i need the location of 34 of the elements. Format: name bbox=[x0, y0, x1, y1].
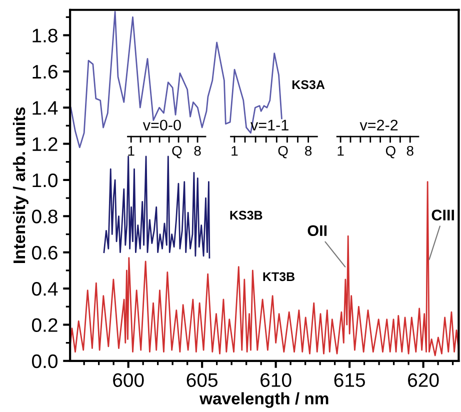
x-tick-label: 600 bbox=[113, 373, 144, 387]
y-tick-label: 1.8 bbox=[32, 28, 58, 42]
annotation: 8 bbox=[305, 146, 312, 156]
y-tick-label: 0.0 bbox=[32, 354, 58, 368]
annotation: OII bbox=[308, 225, 327, 236]
annotation: 8 bbox=[194, 146, 201, 156]
series-label: KS3B bbox=[230, 210, 262, 220]
annotation: 1 bbox=[232, 146, 238, 156]
x-tick-label: 605 bbox=[186, 373, 218, 387]
x-tick-label: 610 bbox=[260, 373, 292, 387]
series-label: KS3A bbox=[292, 80, 325, 90]
y-tick-label: 1.4 bbox=[32, 101, 58, 115]
y-tick-label: 0.8 bbox=[32, 210, 58, 224]
x-tick-label: 620 bbox=[408, 373, 439, 387]
annotation: Q bbox=[386, 146, 396, 158]
y-tick-label: 1.6 bbox=[32, 64, 58, 79]
x-tick-label: 615 bbox=[334, 373, 365, 387]
annotation: v=0-0 bbox=[142, 120, 181, 131]
series-label: KT3B bbox=[263, 272, 295, 282]
annotation: Q bbox=[172, 146, 182, 158]
annotation: Q bbox=[278, 146, 288, 158]
y-tick-label: 0.4 bbox=[32, 282, 58, 296]
y-tick-label: 1.2 bbox=[32, 137, 58, 151]
y-tick-label: 0.6 bbox=[32, 246, 58, 260]
x-axis-title: wavelength / nm bbox=[200, 392, 328, 408]
annotation: 8 bbox=[406, 146, 414, 156]
annotation: CIII bbox=[432, 210, 454, 220]
annotation: v=2-2 bbox=[360, 120, 398, 130]
line-series bbox=[70, 181, 459, 356]
annotation: 1 bbox=[338, 146, 344, 156]
y-tick-label: 0.2 bbox=[32, 318, 58, 332]
y-tick-label: 1.0 bbox=[32, 173, 58, 188]
y-axis-title: Intensity / arb. units bbox=[12, 107, 28, 263]
annotation: 1 bbox=[128, 146, 134, 156]
